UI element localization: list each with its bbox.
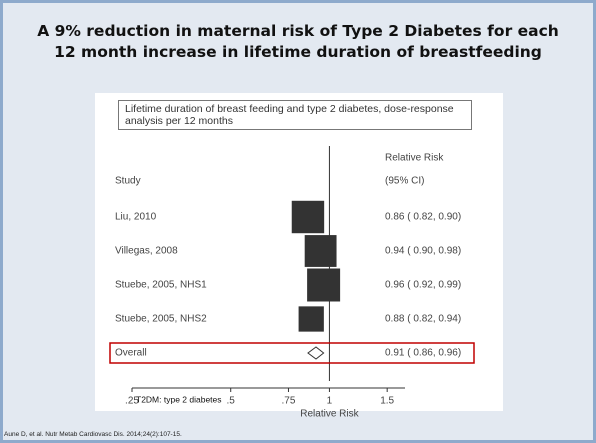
- overall-diamond: [307, 346, 325, 360]
- overall-value-label: 0.91 ( 0.86, 0.96): [385, 348, 461, 359]
- effect-header: Relative Risk: [385, 153, 444, 164]
- note: T2DM: type 2 diabetes: [136, 394, 222, 404]
- effect-box: [291, 200, 325, 234]
- plot-panel: [95, 93, 503, 411]
- value-label: 0.88 ( 0.82, 0.94): [385, 314, 461, 325]
- chart: Relative Risk (95% CI) Study Liu, 2010 0.86 …: [109, 146, 475, 420]
- chart-title: Lifetime duration of breast feeding and …: [118, 100, 472, 130]
- study-label: Liu, 2010: [115, 212, 157, 223]
- x-tick-label: .75: [282, 396, 296, 407]
- study-label: Stuebe, 2005, NHS2: [115, 314, 207, 325]
- value-label: 0.96 ( 0.92, 0.99): [385, 280, 461, 291]
- value-label: 0.86 ( 0.82, 0.90): [385, 212, 461, 223]
- x-tick-label: 1.5: [380, 396, 394, 407]
- effect-box: [307, 268, 341, 302]
- ci-header: (95% CI): [385, 176, 424, 187]
- study-header: Study: [115, 176, 141, 187]
- overall-label: Overall: [115, 348, 147, 359]
- effect-box: [304, 235, 337, 267]
- study-label: Stuebe, 2005, NHS1: [115, 280, 207, 291]
- citation: Aune D, et al. Nutr Metab Cardiovasc Dis…: [4, 431, 182, 438]
- x-tick-label: .25: [125, 396, 139, 407]
- slide-title: A 9% reduction in maternal risk of Type …: [37, 22, 559, 61]
- effect-box: [298, 306, 324, 332]
- overall-highlight: [109, 342, 475, 364]
- value-label: 0.94 ( 0.90, 0.98): [385, 246, 461, 257]
- x-tick-label: .5: [227, 396, 236, 407]
- study-label: Villegas, 2008: [115, 246, 178, 257]
- x-tick-label: 1: [327, 396, 333, 407]
- x-axis-label: Relative Risk: [300, 409, 359, 420]
